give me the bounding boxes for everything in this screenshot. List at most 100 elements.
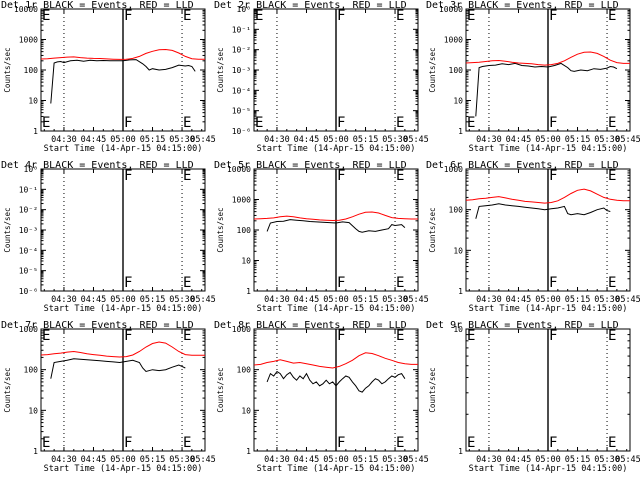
x-tick-label: 05:15 bbox=[353, 455, 379, 465]
detector-panel-7: Det 7r BLACK = Events, RED = LLD 04:30 04:… bbox=[1, 320, 216, 474]
y-tick-label: 1 bbox=[246, 287, 251, 296]
y-tick-label: 100 bbox=[24, 66, 39, 75]
event-marker-e: E bbox=[396, 435, 404, 451]
panel-title: Det 1r BLACK = Events, RED = LLD bbox=[1, 0, 194, 11]
y-axis-label: Counts/sec bbox=[428, 367, 437, 412]
event-marker-top-f: F bbox=[337, 8, 345, 24]
y-tick-label: 10000 bbox=[14, 5, 38, 14]
x-tick-label: 04:45 bbox=[294, 455, 320, 465]
event-marker-f: F bbox=[549, 275, 557, 291]
x-tick-label: 04:45 bbox=[294, 135, 320, 145]
x-tick-label: 05:45 bbox=[615, 295, 640, 305]
event-marker-f: F bbox=[124, 435, 132, 451]
x-tick-label: 05:15 bbox=[140, 455, 166, 465]
y-tick-label: 1000 bbox=[232, 196, 251, 205]
lld-series-line bbox=[40, 48, 205, 60]
detector-panel-3: Det 3r BLACK = Events, RED = LLD 04:30 04:… bbox=[426, 0, 640, 154]
event-marker-top-f: F bbox=[337, 168, 345, 184]
x-tick-label: 05:45 bbox=[403, 455, 429, 465]
x-tick-label: 04:30 bbox=[476, 295, 502, 305]
event-marker-e: E bbox=[183, 435, 191, 451]
event-marker-f: F bbox=[124, 275, 132, 291]
event-marker-top-f: F bbox=[124, 8, 132, 24]
detector-panel-5: Det 5r BLACK = Events, RED = LLD 04:30 04:… bbox=[214, 160, 429, 314]
detector-panel-1: Det 1r BLACK = Events, RED = LLD 04:30 04:… bbox=[1, 0, 216, 154]
y-axis-label: Counts/sec bbox=[216, 207, 225, 252]
x-tick-label: 05:00 bbox=[323, 295, 349, 305]
x-tick-label: 05:00 bbox=[110, 455, 136, 465]
y-tick-label: 10⁻¹ bbox=[232, 25, 251, 34]
events-series-line bbox=[266, 370, 406, 393]
y-tick-label: 1 bbox=[458, 287, 463, 296]
y-tick-label: 10⁻¹ bbox=[19, 185, 38, 194]
event-marker-e: E bbox=[42, 115, 50, 131]
x-axis-label: Start Time (14-Apr-15 04:15:00) bbox=[257, 304, 416, 314]
event-marker-e: E bbox=[396, 275, 404, 291]
y-tick-label: 10⁻³ bbox=[232, 66, 251, 75]
x-tick-label: 05:15 bbox=[353, 135, 379, 145]
events-series-line bbox=[475, 203, 611, 219]
y-tick-label: 10000 bbox=[439, 5, 463, 14]
event-marker-e: E bbox=[608, 115, 616, 131]
y-tick-label: 10⁻⁵ bbox=[19, 267, 38, 276]
y-tick-label: 10 bbox=[453, 97, 463, 106]
x-tick-label: 04:30 bbox=[476, 455, 502, 465]
event-marker-top-e: E bbox=[608, 168, 616, 184]
y-tick-label: 10⁰ bbox=[237, 5, 251, 14]
events-series-line bbox=[475, 62, 618, 117]
x-tick-label: 04:30 bbox=[476, 135, 502, 145]
x-tick-label: 05:30 bbox=[594, 295, 620, 305]
x-tick-label: 05:45 bbox=[615, 455, 640, 465]
detector-panel-4: Det 4r BLACK = Events, RED = LLD 04:30 04:… bbox=[1, 160, 216, 314]
event-marker-top-e: E bbox=[608, 328, 616, 344]
event-marker-top-e: E bbox=[396, 328, 404, 344]
event-marker-f: F bbox=[124, 115, 132, 131]
y-axis-label: Counts/sec bbox=[3, 207, 12, 252]
event-marker-top-e: E bbox=[467, 8, 475, 24]
y-tick-label: 10⁻² bbox=[232, 46, 251, 55]
y-tick-label: 1 bbox=[246, 447, 251, 456]
detector-panel-9: Det 9r BLACK = Events, RED = LLD 04:30 04:… bbox=[426, 320, 640, 474]
events-series-line bbox=[266, 219, 406, 233]
detector-panel-2: Det 2r BLACK = Events, RED = LLD 04:30 04:… bbox=[214, 0, 429, 154]
events-series-line bbox=[50, 358, 186, 379]
x-tick-label: 04:45 bbox=[81, 135, 107, 145]
x-tick-label: 04:45 bbox=[81, 295, 107, 305]
event-marker-top-f: F bbox=[549, 8, 557, 24]
x-axis-label: Start Time (14-Apr-15 04:15:00) bbox=[257, 144, 416, 154]
x-axis-label: Start Time (14-Apr-15 04:15:00) bbox=[44, 304, 203, 314]
y-tick-label: 10000 bbox=[227, 165, 251, 174]
event-marker-e: E bbox=[42, 435, 50, 451]
lld-series-line bbox=[253, 352, 418, 369]
x-axis-label: Start Time (14-Apr-15 04:15:00) bbox=[469, 464, 628, 474]
x-tick-label: 05:30 bbox=[594, 455, 620, 465]
x-tick-label: 05:00 bbox=[323, 455, 349, 465]
event-marker-top-e: E bbox=[255, 8, 263, 24]
y-tick-label: 10⁻³ bbox=[19, 226, 38, 235]
event-marker-f: F bbox=[549, 115, 557, 131]
event-marker-top-f: F bbox=[337, 328, 345, 344]
x-tick-label: 05:45 bbox=[190, 295, 216, 305]
x-tick-label: 05:15 bbox=[353, 295, 379, 305]
event-marker-top-e: E bbox=[183, 8, 191, 24]
y-tick-label: 100 bbox=[449, 206, 464, 215]
x-tick-label: 05:00 bbox=[535, 135, 561, 145]
panel-title: Det 4r BLACK = Events, RED = LLD bbox=[1, 160, 194, 171]
event-marker-top-e: E bbox=[183, 168, 191, 184]
y-tick-label: 10 bbox=[28, 406, 38, 415]
y-tick-label: 10 bbox=[453, 246, 463, 255]
y-tick-label: 1000 bbox=[444, 165, 463, 174]
x-tick-label: 05:00 bbox=[323, 135, 349, 145]
event-marker-top-f: F bbox=[124, 328, 132, 344]
event-marker-e: E bbox=[396, 115, 404, 131]
panel-title: Det 3r BLACK = Events, RED = LLD bbox=[426, 0, 619, 11]
event-marker-top-f: F bbox=[549, 168, 557, 184]
y-axis-label: Counts/sec bbox=[216, 367, 225, 412]
event-marker-f: F bbox=[337, 435, 345, 451]
y-axis-label: Counts/sec bbox=[216, 47, 225, 92]
panel-title: Det 5r BLACK = Events, RED = LLD bbox=[214, 160, 407, 171]
x-tick-label: 04:45 bbox=[506, 135, 532, 145]
event-marker-top-f: F bbox=[124, 168, 132, 184]
event-marker-f: F bbox=[337, 275, 345, 291]
x-tick-label: 05:00 bbox=[110, 295, 136, 305]
